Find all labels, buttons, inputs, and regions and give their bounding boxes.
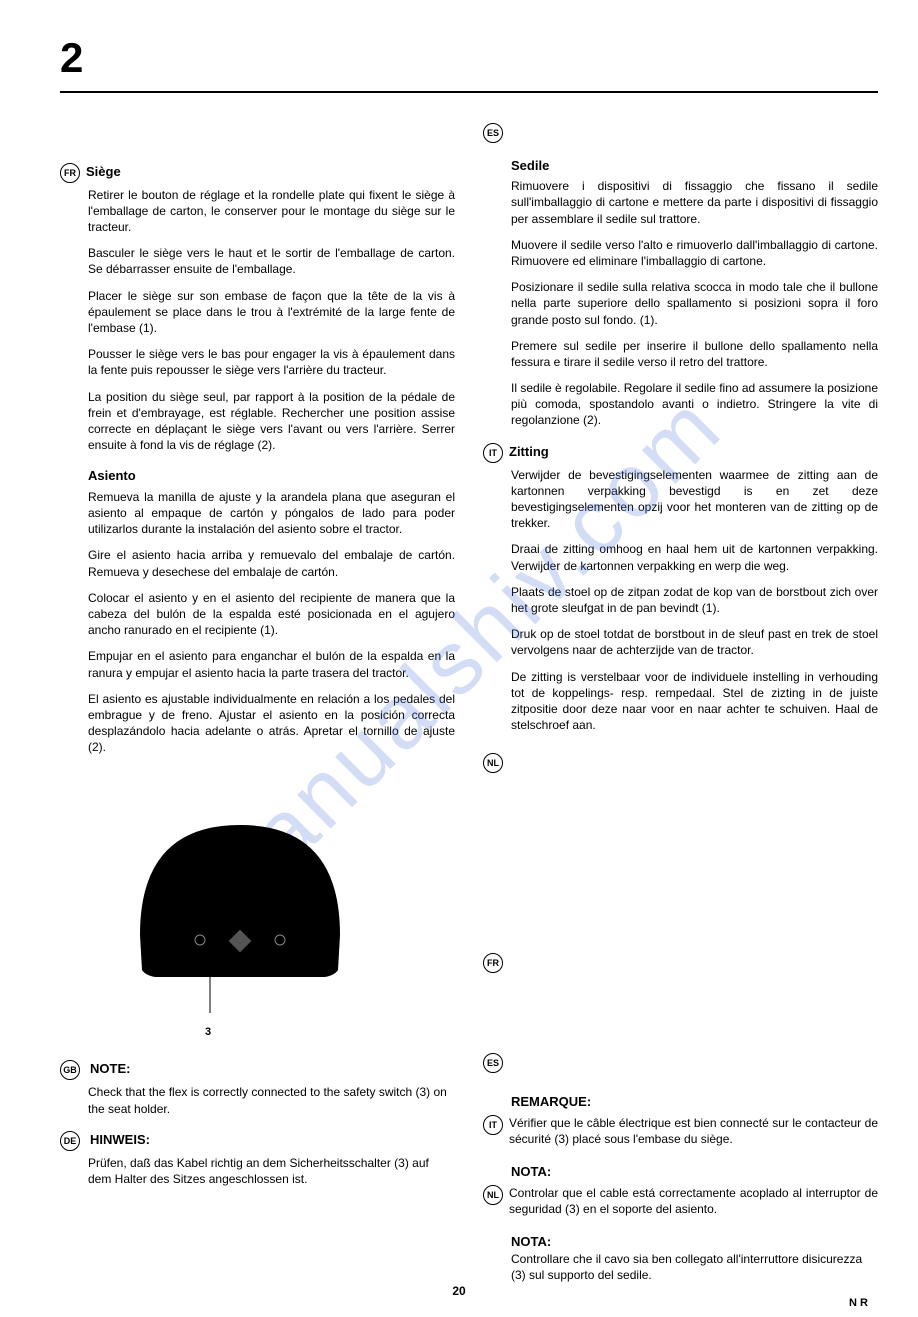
section-nota-es: NOTA: NL Controlar que el cable está cor… <box>483 1163 878 1217</box>
badge-it: IT <box>483 443 503 463</box>
para: Vérifier que le câble électrique est bie… <box>509 1115 878 1147</box>
figure-label-3: 3 <box>205 1025 455 1040</box>
para: Gire el asiento hacia arriba y remuevalo… <box>88 547 455 579</box>
badge-es-top: ES <box>483 123 503 143</box>
para: Remueva la manilla de ajuste y la arande… <box>88 489 455 538</box>
para: Basculer le siège vers le haut et le sor… <box>88 245 455 277</box>
right-column: ES Sedile Rimuovere i dispositivi di fis… <box>483 123 878 1297</box>
para: Muovere il sedile verso l'alto e rimuove… <box>511 237 878 269</box>
badge-nl: NL <box>483 753 503 773</box>
section-es-asiento: Asiento Remueva la manilla de ajuste y l… <box>60 467 455 755</box>
badge-gb: GB <box>60 1060 80 1080</box>
para: Druk op de stoel totdat de borstbout in … <box>511 626 878 658</box>
section-remarque: REMARQUE: IT Vérifier que le câble élect… <box>483 1093 878 1147</box>
section-gb-note: GB NOTE: Check that the flex is correctl… <box>60 1060 455 1116</box>
para: La position du siège seul, par rapport à… <box>88 389 455 454</box>
section-fr-siege: FR Siège Retirer le bouton de réglage et… <box>60 163 455 454</box>
para: Draai de zitting omhoog en haal hem uit … <box>511 541 878 573</box>
para: Controllare che il cavo sia ben collegat… <box>511 1251 878 1283</box>
left-column: FR Siège Retirer le bouton de réglage et… <box>60 123 455 1297</box>
title-note: NOTE: <box>90 1060 130 1078</box>
badge-es-right: ES <box>483 1053 503 1073</box>
badge-de: DE <box>60 1131 80 1151</box>
para: Premere sul sedile per inserire il bullo… <box>511 338 878 370</box>
para: Pousser le siège vers le bas pour engage… <box>88 346 455 378</box>
para: Il sedile è regolabile. Regolare il sedi… <box>511 380 878 429</box>
title-nota-es: NOTA: <box>511 1164 551 1179</box>
page-number-top: 2 <box>60 30 878 87</box>
para: Controlar que el cable está correctament… <box>509 1185 878 1217</box>
para: Posizionare il sedile sulla relativa sco… <box>511 279 878 328</box>
section-nl-zitting: IT Zitting Verwijder de bevestigingselem… <box>483 443 878 734</box>
para: El asiento es ajustable individualmente … <box>88 691 455 756</box>
title-sedile: Sedile <box>511 157 549 175</box>
title-nota-it: NOTA: <box>511 1234 551 1249</box>
title-hinweis: HINWEIS: <box>90 1131 150 1149</box>
badge-fr-right: FR <box>483 953 503 973</box>
seat-figure: 3 <box>100 795 455 1040</box>
para: Plaats de stoel op de zitpan zodat de ko… <box>511 584 878 616</box>
section-it-sedile: Sedile Rimuovere i dispositivi di fissag… <box>483 157 878 429</box>
para: Colocar el asiento y en el asiento del r… <box>88 590 455 639</box>
badge-fr: FR <box>60 163 80 183</box>
section-de-hinweis: DE HINWEIS: Prüfen, daß das Kabel richti… <box>60 1131 455 1187</box>
para: Placer le siège sur son embase de façon … <box>88 288 455 337</box>
title-asiento: Asiento <box>88 467 136 485</box>
para: Retirer le bouton de réglage et la ronde… <box>88 187 455 236</box>
seat-illustration <box>100 795 380 1025</box>
section-nota-it: NOTA: Controllare che il cavo sia ben co… <box>483 1233 878 1283</box>
page-number-bottom: 20 <box>452 1283 465 1299</box>
badge-it-remarque: IT <box>483 1115 503 1135</box>
para: Verwijder de bevestigingselementen waarm… <box>511 467 878 532</box>
para: Prüfen, daß das Kabel richtig an dem Sic… <box>88 1155 455 1187</box>
title-remarque: REMARQUE: <box>511 1094 591 1109</box>
top-rule <box>60 91 878 93</box>
para: Empujar en el asiento para enganchar el … <box>88 648 455 680</box>
nb-corner: N R <box>849 1296 868 1311</box>
para: De zitting is verstelbaar voor de indivi… <box>511 669 878 734</box>
para: Rimuovere i dispositivi di fissaggio che… <box>511 178 878 227</box>
title-zitting: Zitting <box>509 443 549 461</box>
para: Check that the flex is correctly connect… <box>88 1084 455 1116</box>
title-siege: Siège <box>86 163 121 181</box>
